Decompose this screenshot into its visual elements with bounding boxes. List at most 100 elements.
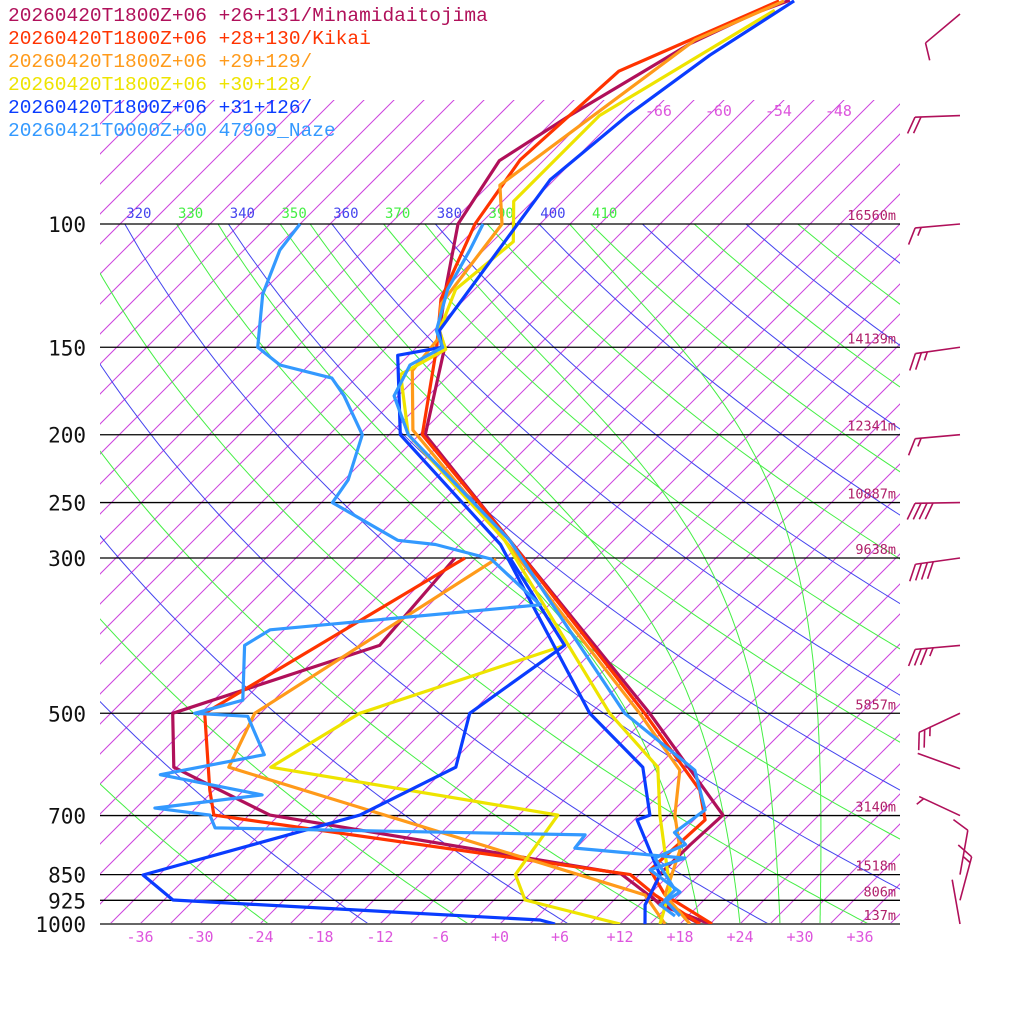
isotherm-line <box>100 100 605 605</box>
legend-entry: 20260420T1800Z+06 +30+128/ <box>8 74 488 97</box>
legend: 20260420T1800Z+06 +26+131/Minamidaitojim… <box>8 5 488 143</box>
wind-barb-feather <box>908 563 917 582</box>
theta-label: 340 <box>230 206 255 222</box>
wind-barb-feather <box>924 502 934 520</box>
wind-barb-feather <box>907 438 916 456</box>
wind-barb-staff <box>915 346 961 355</box>
isotherm-label: -54 <box>765 102 792 120</box>
dry-adiabat-line <box>901 224 1024 939</box>
legend-entry: 20260420T1800Z+06 +29+129/ <box>8 51 488 74</box>
isotherm-line <box>100 100 335 335</box>
dry-adiabat-line <box>486 224 900 560</box>
wind-barb <box>906 114 961 134</box>
wind-barb-feather <box>912 116 922 134</box>
dry-adiabat-line <box>100 272 870 924</box>
pressure-label: 850 <box>48 864 86 888</box>
wind-barb-staff <box>925 13 961 44</box>
wind-barb-feather <box>907 227 916 245</box>
height-label: 16560m <box>847 208 896 224</box>
isotherm-line <box>319 343 900 924</box>
isotherm-label: -66 <box>645 102 672 120</box>
dry-adiabat-line <box>100 450 670 924</box>
height-label: 12341m <box>847 419 896 435</box>
isotherm-line <box>649 673 900 924</box>
wind-barb-half-feather <box>917 437 922 447</box>
wind-barb-feather <box>952 818 969 831</box>
isotherm-line <box>100 100 755 755</box>
legend-location: +26+131/Minamidaitojima <box>218 5 488 27</box>
temperature-tick-label: -30 <box>186 928 213 946</box>
wind-barb-feather <box>920 562 929 580</box>
dry-adiabat-line <box>383 224 900 650</box>
pressure-label: 150 <box>48 336 86 360</box>
height-label: 5857m <box>855 697 896 713</box>
dry-adiabat-line <box>279 224 900 743</box>
isotherm-line <box>100 100 485 485</box>
dry-adiabat-line <box>435 224 900 605</box>
legend-entry: 20260420T1800Z+06 +26+131/Minamidaitojim… <box>8 5 488 28</box>
isotherm-line <box>100 100 725 725</box>
isotherm-line <box>100 100 215 215</box>
legend-time: 20260420T1800Z+06 <box>8 28 207 50</box>
theta-label: 380 <box>437 206 462 222</box>
wind-barb-feather <box>926 561 935 579</box>
wind-barb-staff <box>959 856 973 901</box>
pressure-label: 500 <box>48 702 86 726</box>
isotherm-line <box>100 100 545 545</box>
isotherm-line <box>109 133 900 924</box>
isotherm-line <box>100 100 815 815</box>
temperature-tick-label: -18 <box>306 928 333 946</box>
dewpoint-profile-line <box>269 643 621 924</box>
isotherm-line <box>739 763 900 924</box>
wind-barb-feather <box>957 844 973 858</box>
legend-time: 20260421T0000Z+00 <box>8 120 207 142</box>
wind-barb <box>952 818 969 875</box>
wind-barb-half-feather <box>929 647 934 657</box>
isotherm-line <box>100 100 365 365</box>
theta-label: 370 <box>385 206 410 222</box>
wind-barbs <box>906 13 973 925</box>
dry-adiabat-line <box>100 700 370 924</box>
isotherm-line <box>920 0 1024 924</box>
legend-time: 20260420T1800Z+06 <box>8 5 207 27</box>
wind-barb <box>907 223 961 245</box>
wind-barb-staff <box>959 830 969 875</box>
profiles <box>141 0 795 924</box>
isotherm-line <box>799 823 900 924</box>
wind-barb-staff <box>951 879 961 925</box>
axis-labels: 100 16560m 150 14139m 200 12341m 250 10887m 300 9… <box>35 102 896 946</box>
dewpoint-profile-line <box>153 223 687 918</box>
isotherm-line <box>349 373 900 924</box>
wind-barb-feather <box>907 649 916 667</box>
theta-label: 410 <box>592 206 617 222</box>
temperature-tick-label: +36 <box>846 928 873 946</box>
wind-barb-staff <box>915 223 961 229</box>
isotherm-label: -60 <box>705 102 732 120</box>
isotherm-line <box>769 793 900 924</box>
isotherm-line <box>679 703 900 924</box>
legend-time: 20260420T1800Z+06 <box>8 97 207 119</box>
wind-barb-staff <box>918 712 961 734</box>
height-label: 14139m <box>847 331 896 347</box>
height-label: 1518m <box>855 859 896 875</box>
dry-adiabat-line <box>590 224 900 473</box>
legend-entry: 20260420T1800Z+06 +31+126/ <box>8 97 488 120</box>
wind-barb-staff <box>918 795 961 817</box>
isotherm-line <box>100 100 155 155</box>
pressure-label: 700 <box>48 805 86 829</box>
isotherm-label: -48 <box>825 102 852 120</box>
legend-location: +31+126/ <box>218 97 313 119</box>
wind-barb <box>917 752 961 770</box>
height-label: 9638m <box>855 542 896 558</box>
wind-barb-feather <box>914 352 923 370</box>
pressure-label: 1000 <box>35 913 86 937</box>
height-label: 3140m <box>855 800 896 816</box>
isotherm-line <box>379 403 900 924</box>
temperature-profile-line <box>399 8 776 924</box>
dewpoint-profile-line <box>227 557 667 924</box>
legend-location: +29+129/ <box>218 51 313 73</box>
isotherm-line <box>619 643 900 924</box>
pressure-label: 100 <box>48 213 86 237</box>
theta-label: 360 <box>333 206 358 222</box>
